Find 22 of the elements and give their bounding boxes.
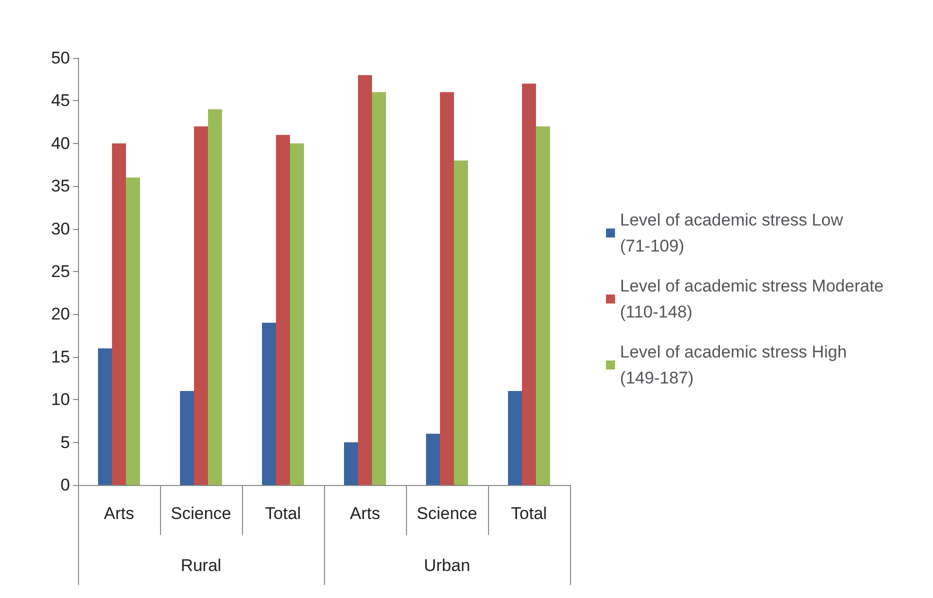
legend-label: Level of academic stress Low (71-109) [620, 210, 848, 256]
text: Urban [424, 556, 470, 575]
legend-label: Level of academic stress High (149-187) [620, 342, 852, 388]
y-tick-label: 35 [51, 176, 70, 196]
y-tick-label: 50 [51, 48, 70, 68]
y-tick-label: 15 [51, 347, 70, 366]
y-tick-label: 30 [51, 219, 70, 238]
y-tick-label: 20 [51, 304, 70, 324]
legend-label: Level of academic stress Moderate (110-148) [620, 276, 888, 322]
x-tick-label: Arts [350, 504, 380, 523]
y-tick-label: 5 [60, 432, 70, 452]
y-tick-label: 10 [51, 390, 70, 410]
x-tick-label: Total [265, 504, 301, 523]
text: Rural [180, 556, 222, 575]
x-tick-label: Science [170, 504, 232, 523]
x-tick-label: Total [511, 504, 547, 523]
y-tick-label: 45 [51, 91, 70, 110]
x-tick-label: Science [416, 504, 478, 523]
x-tick-label: Arts [104, 504, 134, 523]
y-tick-label: 25 [51, 262, 70, 281]
y-tick-label: 40 [51, 134, 70, 153]
y-tick-label: 0 [60, 476, 70, 494]
